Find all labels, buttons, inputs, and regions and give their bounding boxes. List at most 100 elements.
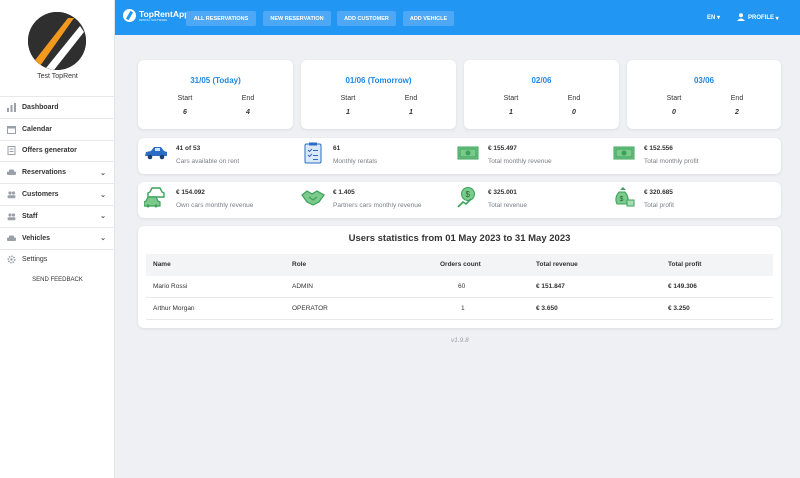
car-icon (7, 234, 16, 243)
sidebar-item-settings[interactable]: Settings (0, 248, 115, 271)
sidebar-item-label: Dashboard (22, 103, 59, 111)
column-header[interactable]: Orders count (440, 261, 481, 268)
chevron-down-icon: ▾ (774, 15, 779, 22)
table-row[interactable]: Mario Rossi ADMIN 60 € 151.847 € 149.306 (146, 276, 773, 298)
all-reservations-button[interactable]: ALL RESERVATIONS (186, 11, 256, 26)
sidebar-item-reservations[interactable]: Reservations ⌄ (0, 161, 115, 183)
brand[interactable]: TopRentApp RENTAL SOFTWARE (123, 9, 189, 22)
user-name: Mario Rossi (153, 283, 188, 290)
stat-label: Cars available on rent (176, 158, 240, 165)
people-icon (7, 212, 16, 221)
sidebar-item-customers[interactable]: Customers ⌄ (0, 183, 115, 205)
day-card[interactable]: 31/05 (Today) Start End 6 4 (138, 60, 293, 129)
sidebar-item-label: Calendar (22, 125, 52, 133)
send-feedback-link[interactable]: SEND FEEDBACK (32, 277, 83, 283)
table-header: Name Role Orders count Total revenue Tot… (146, 254, 773, 276)
stat-label: Total monthly revenue (488, 158, 552, 165)
stats-row-totals: € 154.092 Own cars monthly revenue € 1.40… (138, 182, 781, 218)
users-statistics-title: Users statistics from 01 May 2023 to 31 … (348, 233, 571, 244)
profile-menu[interactable]: PROFILE ▾ (737, 13, 779, 23)
gear-icon (7, 255, 16, 264)
day-title: 31/05 (Today) (190, 76, 241, 85)
company-logo (28, 12, 86, 70)
stat-cars-available: 41 of 53 Cars available on rent (144, 143, 239, 165)
end-label: End (567, 95, 581, 102)
brand-name: TopRentApp (139, 8, 190, 19)
users-statistics-card: Users statistics from 01 May 2023 to 31 … (138, 226, 781, 328)
sidebar-item-label: Customers (22, 191, 59, 199)
profile-label: PROFILE (748, 15, 775, 21)
stat-value: 61 (333, 145, 341, 152)
stat-value: € 325.001 (488, 189, 517, 196)
user-role: OPERATOR (292, 305, 328, 312)
stat-total-profit: $ € 320.685 Total profit (612, 187, 674, 209)
start-label: Start (340, 95, 356, 102)
company-name: Test TopRent (37, 73, 78, 80)
orders-count: 60 (458, 283, 466, 290)
sidebar-item-label: Offers generator (22, 147, 77, 155)
money-bag-icon: $ (612, 187, 636, 207)
day-title: 01/06 (Tomorrow) (345, 76, 412, 85)
end-count: 2 (735, 109, 739, 116)
banknote-icon (612, 143, 636, 163)
brand-subtitle: RENTAL SOFTWARE (139, 18, 168, 22)
cars-icon (144, 187, 168, 208)
chevron-down-icon: ⌄ (100, 213, 106, 221)
stat-value: € 152.556 (644, 145, 673, 152)
day-card[interactable]: 03/06 Start End 0 2 (627, 60, 781, 129)
chevron-down-icon: ⌄ (100, 169, 106, 177)
start-count: 1 (509, 109, 513, 116)
start-label: Start (503, 95, 519, 102)
car-icon (144, 143, 168, 163)
sidebar-item-calendar[interactable]: Calendar (0, 117, 115, 140)
svg-text:$: $ (620, 196, 624, 203)
stat-label: Partners cars monthly revenue (333, 202, 422, 209)
column-header[interactable]: Total profit (668, 261, 702, 268)
stat-label: Total revenue (488, 202, 528, 209)
end-label: End (730, 95, 744, 102)
handshake-icon (301, 187, 325, 207)
language-selector[interactable]: EN ▾ (707, 14, 720, 21)
stat-partners-cars-revenue: € 1.405 Partners cars monthly revenue (301, 187, 422, 209)
table-row[interactable]: Arthur Morgan OPERATOR 1 € 3.650 € 3.250 (146, 298, 773, 320)
column-header[interactable]: Role (292, 261, 307, 268)
end-count: 1 (409, 109, 413, 116)
start-count: 0 (672, 109, 676, 116)
day-card[interactable]: 02/06 Start End 1 0 (464, 60, 619, 129)
brand-logo-icon (123, 9, 136, 22)
app-version: v1.9.8 (451, 337, 469, 344)
top-bar: TopRentApp RENTAL SOFTWARE ALL RESERVATI… (115, 0, 800, 35)
stat-total-revenue: $ € 325.001 Total revenue (456, 187, 527, 209)
stat-own-cars-revenue: € 154.092 Own cars monthly revenue (144, 187, 253, 209)
stat-total-monthly-revenue: € 155.497 Total monthly revenue (456, 143, 552, 165)
total-profit: € 3.250 (668, 305, 690, 312)
document-icon (7, 146, 16, 156)
stat-label: Total profit (644, 202, 674, 209)
total-profit: € 149.306 (668, 283, 697, 290)
sidebar-item-dashboard[interactable]: Dashboard (0, 96, 115, 118)
column-header[interactable]: Name (153, 261, 171, 268)
sidebar-item-label: Reservations (22, 169, 66, 177)
sidebar-item-offers-generator[interactable]: Offers generator (0, 139, 115, 162)
chart-icon (7, 102, 16, 112)
day-title: 03/06 (693, 76, 715, 85)
end-count: 4 (246, 109, 250, 116)
stat-total-monthly-profit: € 152.556 Total monthly profit (612, 143, 699, 165)
people-icon (7, 190, 16, 199)
sidebar-item-staff[interactable]: Staff ⌄ (0, 204, 115, 227)
orders-count: 1 (461, 305, 465, 312)
chevron-down-icon: ⌄ (100, 191, 106, 199)
banknote-icon (456, 143, 480, 163)
new-reservation-button[interactable]: NEW RESERVATION (263, 11, 331, 26)
svg-text:$: $ (466, 190, 471, 199)
day-card[interactable]: 01/06 (Tomorrow) Start End 1 1 (301, 60, 456, 129)
add-vehicle-button[interactable]: ADD VEHICLE (403, 11, 454, 26)
sidebar-item-vehicles[interactable]: Vehicles ⌄ (0, 226, 115, 249)
start-label: Start (177, 95, 193, 102)
add-customer-button[interactable]: ADD CUSTOMER (337, 11, 396, 26)
user-name: Arthur Morgan (153, 305, 195, 312)
user-role: ADMIN (292, 283, 313, 290)
language-label: EN (707, 15, 716, 21)
column-header[interactable]: Total revenue (536, 261, 578, 268)
total-revenue: € 151.847 (536, 283, 565, 290)
